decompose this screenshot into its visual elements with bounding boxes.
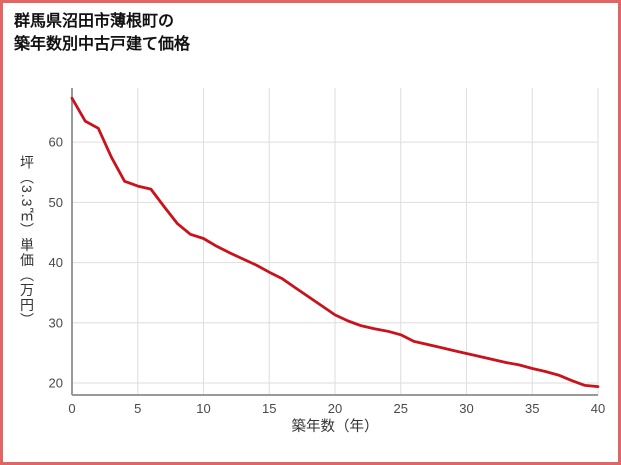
svg-text:40: 40	[591, 401, 605, 416]
svg-text:5: 5	[134, 401, 141, 416]
axes	[71, 88, 598, 396]
chart-title-line1: 群馬県沼田市薄根町の	[14, 13, 175, 30]
chart-title-line2: 築年数別中古戸建て価格	[14, 36, 191, 53]
svg-text:10: 10	[196, 401, 210, 416]
gridlines	[72, 88, 599, 395]
svg-text:20: 20	[49, 375, 63, 390]
x-axis-label: 築年数（年）	[291, 419, 379, 435]
y-tick-labels: 20 30 40 50 60	[49, 135, 63, 391]
svg-text:50: 50	[49, 195, 63, 210]
chart-title: 群馬県沼田市薄根町の 築年数別中古戸建て価格	[14, 10, 190, 56]
svg-text:25: 25	[394, 401, 408, 416]
svg-text:15: 15	[262, 401, 276, 416]
svg-text:0: 0	[68, 401, 75, 416]
y-axis-label: 坪（3.3㎡）単価（万円）	[19, 155, 35, 328]
line-chart: 0 5 10 15 20 25 30 35 40 20 30 40 50 60	[49, 88, 605, 416]
svg-text:35: 35	[525, 401, 539, 416]
svg-text:40: 40	[49, 255, 63, 270]
price-line	[70, 96, 600, 389]
svg-text:30: 30	[459, 401, 473, 416]
svg-text:20: 20	[328, 401, 342, 416]
svg-text:30: 30	[49, 315, 63, 330]
svg-text:60: 60	[49, 135, 63, 150]
x-tick-labels: 0 5 10 15 20 25 30 35 40	[68, 401, 605, 416]
